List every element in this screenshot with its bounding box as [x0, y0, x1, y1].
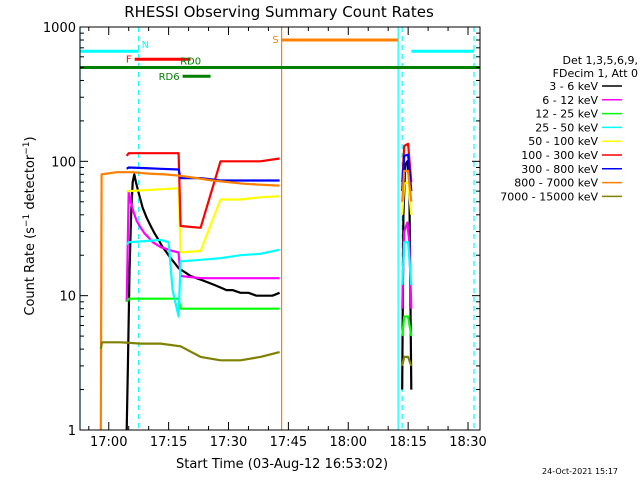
- series-line-1-0: [125, 190, 280, 302]
- legend-entry-7: 800 - 7000 keV: [514, 177, 598, 190]
- flag-label-f: F: [126, 54, 132, 65]
- series-line-0-0: [125, 173, 281, 431]
- y-axis-label-part: ): [23, 136, 38, 141]
- legend-entry-5: 100 - 300 keV: [521, 149, 598, 162]
- plot-frame: [79, 26, 481, 431]
- series-line-2-0: [125, 297, 280, 310]
- legend-entry-1: 6 - 12 keV: [542, 94, 598, 107]
- flag-label-n: N: [142, 40, 149, 51]
- y-tick-label-0: 1: [68, 424, 76, 439]
- legend-header-1: FDecim 1, Att 0: [553, 67, 638, 80]
- x-tick-label-0: 17:00: [90, 435, 127, 450]
- flag-label-s: S: [272, 35, 278, 46]
- y-axis-label: Count Rate (s−1 detector−1): [22, 136, 38, 315]
- series-line-2-1: [401, 315, 413, 337]
- legend-header-0: Det 1,3,5,6,9,: [562, 54, 638, 67]
- y-tick-label-2: 100: [51, 155, 76, 170]
- series-line-6-0: [126, 166, 280, 182]
- series-line-3-0: [125, 238, 280, 318]
- legend-entry-6: 300 - 800 keV: [521, 163, 598, 176]
- x-tick-label-2: 17:30: [210, 435, 247, 450]
- series-line-4-0: [126, 187, 280, 254]
- series-line-8-1: [401, 355, 413, 367]
- legend-entry-8: 7000 - 15000 keV: [500, 190, 598, 203]
- x-tick-label-3: 17:45: [270, 435, 307, 450]
- series-line-7-0: [99, 171, 280, 431]
- y-axis-label-part: Count Rate (s: [23, 227, 38, 316]
- series-line-3-1: [401, 241, 413, 286]
- flag-label-rd0: RD0: [180, 56, 201, 67]
- y-tick-label-1: 10: [59, 290, 76, 305]
- x-tick-label-4: 18:00: [330, 435, 367, 450]
- legend-entry-0: 3 - 6 keV: [549, 80, 598, 93]
- flag-label-rd6: RD6: [159, 72, 180, 83]
- y-tick-label-3: 1000: [43, 21, 76, 36]
- series-line-8-0: [99, 341, 280, 362]
- y-axis-label-part: detector: [23, 154, 38, 214]
- series-line-5-0: [125, 152, 280, 229]
- x-tick-label-6: 18:30: [449, 435, 486, 450]
- y-axis-label-part: −1: [22, 141, 32, 154]
- plot-timestamp: 24-Oct-2021 15:17: [542, 467, 618, 476]
- chart-title: RHESSI Observing Summary Count Rates: [124, 3, 434, 21]
- legend: Det 1,3,5,6,9,FDecim 1, Att 03 - 6 keV6 …: [500, 54, 638, 203]
- series-line-7-1: [401, 169, 413, 202]
- x-tick-label-1: 17:15: [150, 435, 187, 450]
- x-axis-label: Start Time (03-Aug-12 16:53:02): [176, 457, 388, 472]
- legend-entry-2: 12 - 25 keV: [535, 108, 598, 121]
- series-lines: [99, 142, 413, 431]
- axes: 17:00 17:15 17:30 17:45 18:00 18:15 18:30 1 10 10…: [43, 21, 487, 450]
- legend-entry-4: 50 - 100 keV: [528, 135, 598, 148]
- x-tick-label-5: 18:15: [389, 435, 426, 450]
- legend-entry-3: 25 - 50 keV: [535, 121, 598, 134]
- y-axis-label-part: −1: [22, 214, 32, 227]
